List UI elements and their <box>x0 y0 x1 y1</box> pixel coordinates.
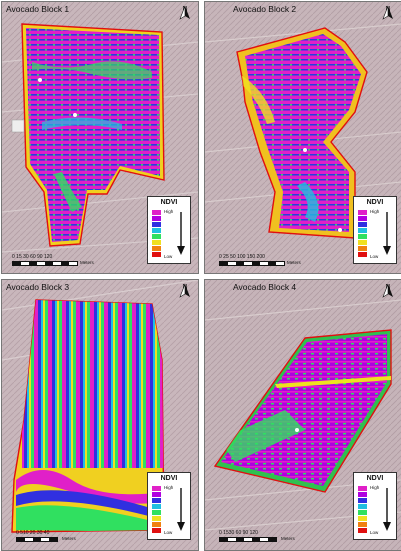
legend-swatch <box>358 240 367 245</box>
panel-title: Avocado Block 4 <box>233 282 297 292</box>
legend-swatch <box>152 252 161 257</box>
legend-swatch <box>358 492 367 497</box>
north-arrow-icon: N <box>381 284 395 306</box>
legend-low-label: Low <box>164 530 173 535</box>
legend-swatch <box>152 210 161 215</box>
legend-title: NDVI <box>366 475 384 482</box>
legend-swatch <box>152 216 161 221</box>
legend-swatch <box>152 492 161 497</box>
north-arrow-icon: N <box>178 284 192 306</box>
scale-bar: 0 15 30 60 90 120 Meters <box>12 254 122 270</box>
legend-swatch <box>358 504 367 509</box>
north-arrow-icon: N <box>178 6 192 28</box>
north-arrow-icon: N <box>381 6 395 28</box>
scale-unit: Meters <box>62 536 76 541</box>
legend-swatch <box>358 528 367 533</box>
panel-title: Avocado Block 1 <box>6 4 70 14</box>
legend-swatch <box>152 504 161 509</box>
north-arrow-glyph <box>382 6 393 20</box>
legend-swatch <box>358 228 367 233</box>
legend-swatch <box>358 516 367 521</box>
legend-low-label: Low <box>164 254 173 259</box>
legend-swatch <box>152 222 161 227</box>
legend-high-label: High <box>370 485 380 490</box>
ndvi-legend: NDVI High Low <box>147 196 191 264</box>
legend-swatch <box>358 252 367 257</box>
legend-high-label: High <box>164 209 174 214</box>
scale-unit: Meters <box>287 260 301 265</box>
panel-title: Avocado Block 2 <box>233 4 297 14</box>
legend-swatch <box>152 498 161 503</box>
legend-low-label: Low <box>370 530 379 535</box>
scale-numbers: 0 25 50 100 150 200 <box>219 254 265 260</box>
scale-bar: 0 510 20 30 40 Meters <box>16 530 116 546</box>
legend-swatch <box>358 210 367 215</box>
scale-numbers: 0 15 30 60 90 120 <box>12 254 53 260</box>
scale-bar: 0 25 50 100 150 200 Meters <box>219 254 339 270</box>
legend-title: NDVI <box>160 475 178 482</box>
legend-low-label: Low <box>370 254 379 259</box>
scale-unit: Meters <box>281 536 295 541</box>
legend-title: NDVI <box>160 199 178 206</box>
ndvi-legend: NDVI High Low <box>147 472 191 540</box>
legend-arrow-icon <box>177 212 185 255</box>
legend-swatch <box>358 246 367 251</box>
map-panel-block-4: Avocado Block 4 N NDVI High Low 0 1530 6… <box>204 279 401 551</box>
legend-swatch <box>358 486 367 491</box>
scale-unit: Meters <box>80 260 94 265</box>
legend-swatch <box>152 510 161 515</box>
legend-swatch <box>358 522 367 527</box>
map-panel-block-2: Avocado Block 2 N NDVI High Low 0 25 50 … <box>204 1 401 274</box>
ndvi-legend: NDVI High Low <box>353 196 397 264</box>
map-panel-block-1: Avocado Block 1 N NDVI High Low 0 15 30 … <box>1 1 199 274</box>
legend-arrow-icon <box>383 488 391 531</box>
legend-high-label: High <box>164 485 174 490</box>
map-canvas-block-1 <box>2 2 198 273</box>
scale-bar: 0 1530 60 90 120 Meters <box>219 530 329 546</box>
legend-swatch <box>152 240 161 245</box>
legend-swatch <box>358 234 367 239</box>
legend-swatch <box>152 516 161 521</box>
legend-swatch <box>152 528 161 533</box>
scale-numbers: 0 510 20 30 40 <box>16 530 50 536</box>
map-panel-block-3: Avocado Block 3 N NDVI High Low 0 510 20… <box>1 279 199 551</box>
legend-swatch <box>152 486 161 491</box>
panel-title: Avocado Block 3 <box>6 282 70 292</box>
legend-swatch <box>358 216 367 221</box>
legend-arrow-icon <box>177 488 185 531</box>
legend-high-label: High <box>370 209 380 214</box>
north-arrow-glyph <box>179 6 190 20</box>
scale-numbers: 0 1530 60 90 120 <box>219 530 258 536</box>
map-canvas-block-3 <box>2 280 198 550</box>
legend-title: NDVI <box>366 199 384 206</box>
legend-swatch <box>152 228 161 233</box>
legend-swatch <box>358 510 367 515</box>
legend-arrow-icon <box>383 212 391 255</box>
legend-swatch <box>358 222 367 227</box>
north-arrow-glyph <box>382 284 393 298</box>
ndvi-legend: NDVI High Low <box>353 472 397 540</box>
legend-swatch <box>152 234 161 239</box>
legend-swatch <box>152 246 161 251</box>
north-arrow-glyph <box>179 284 190 298</box>
legend-swatch <box>358 498 367 503</box>
legend-swatch <box>152 522 161 527</box>
